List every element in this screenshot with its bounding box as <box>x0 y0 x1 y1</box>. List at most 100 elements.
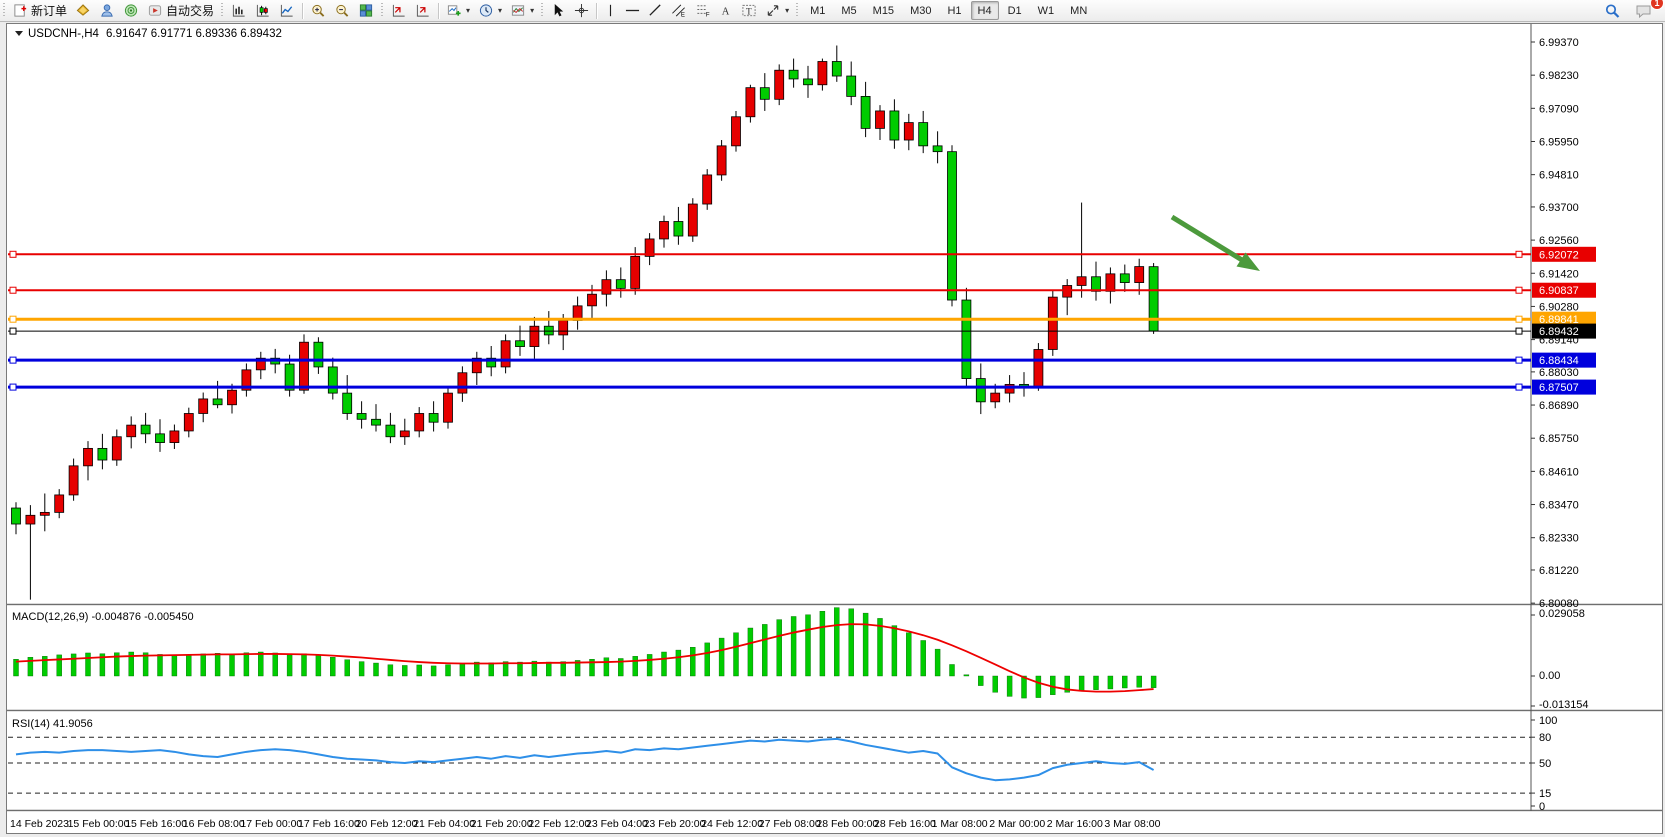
chat-button[interactable]: 1 <box>1631 0 1664 20</box>
templates-button[interactable]: ▾ <box>506 1 538 20</box>
timeframe-button-M30[interactable]: M30 <box>910 4 932 17</box>
text-label-button[interactable]: T <box>737 1 761 20</box>
timeframe-button-D1[interactable]: D1 <box>1007 4 1022 17</box>
zoom-out-button[interactable] <box>330 1 354 20</box>
vertical-line-button[interactable] <box>600 1 621 20</box>
periods-clock-icon <box>479 4 493 17</box>
candle-body <box>702 174 713 205</box>
text-icon: A <box>722 6 730 17</box>
bar-chart-button[interactable] <box>227 1 251 20</box>
time-axis-label: 28 Feb 16:00 <box>874 818 936 830</box>
new-order-button[interactable]: 新订单 <box>9 1 71 20</box>
indicator-window-shift-button[interactable] <box>411 1 435 20</box>
fibonacci-button[interactable]: F <box>691 1 715 20</box>
timeframe-button-H4[interactable]: H4 <box>970 1 999 20</box>
macd-histogram-bar <box>934 648 941 677</box>
macd-histogram-bar <box>358 661 365 677</box>
candle-body <box>788 69 799 80</box>
level-handle-left[interactable] <box>9 327 17 335</box>
crosshair-icon <box>575 3 589 18</box>
candle-body <box>255 357 266 371</box>
price-tick-label: 6.95950 <box>1539 136 1579 148</box>
macd-histogram-bar <box>1021 675 1027 699</box>
arrows-button[interactable]: ▾ <box>761 1 793 20</box>
periods-clock-button[interactable]: ▾ <box>474 1 506 20</box>
candle-body <box>947 151 957 301</box>
timeframe-button-MN[interactable]: MN <box>1070 4 1088 17</box>
candle-body <box>11 507 21 525</box>
candle-body <box>169 430 180 443</box>
candle-body <box>716 145 727 176</box>
horizontal-line-button[interactable] <box>621 1 644 20</box>
level-handle-right[interactable] <box>1515 250 1523 258</box>
macd-histogram-bar <box>387 664 394 677</box>
add-indicator-button[interactable]: ▾ <box>442 1 474 20</box>
crosshair-button[interactable] <box>570 1 593 20</box>
text-button[interactable]: A <box>715 1 737 20</box>
price-level-label: 6.87507 <box>1539 382 1579 394</box>
macd-histogram-bar <box>618 658 624 677</box>
level-handle-right[interactable] <box>1515 383 1523 391</box>
macd-histogram-bar <box>661 651 667 677</box>
price-level-label-box <box>1532 282 1596 298</box>
macd-histogram-bar <box>1050 675 1056 695</box>
level-handle-left[interactable] <box>9 286 17 294</box>
dropdown-caret-icon: ▾ <box>785 6 790 15</box>
price-tick-label: 6.93700 <box>1539 202 1579 214</box>
macd-histogram-bar <box>1107 675 1114 690</box>
timeframe-button-M5[interactable]: M5 <box>841 4 857 17</box>
macd-histogram-bar <box>85 652 91 677</box>
cursor-button[interactable] <box>547 1 570 20</box>
level-handle-right[interactable] <box>1515 286 1523 294</box>
level-handle-left[interactable] <box>9 315 17 323</box>
macd-histogram-bar <box>301 653 307 677</box>
equidistant-channel-button[interactable]: E <box>667 1 691 20</box>
symbol-collapse-icon[interactable] <box>15 31 23 36</box>
dropdown-caret-icon: ▾ <box>530 6 535 15</box>
candle-body <box>1091 276 1101 292</box>
timeframe-button-M15[interactable]: M15 <box>872 4 895 17</box>
line-chart-button[interactable] <box>275 1 299 20</box>
candlestick-chart-button[interactable] <box>251 1 275 20</box>
price-level-label-box <box>1532 246 1596 262</box>
rsi-scale-label: 15 <box>1539 788 1551 800</box>
candle-body <box>457 372 468 394</box>
macd-histogram-bar <box>805 614 811 677</box>
level-handle-left[interactable] <box>9 250 17 258</box>
signals-button[interactable] <box>119 1 143 20</box>
time-axis-label: 17 Feb 16:00 <box>298 818 360 830</box>
timeframe-button-H1[interactable]: H1 <box>947 4 962 17</box>
macd-histogram-bar <box>848 608 854 677</box>
macd-histogram-bar <box>1035 675 1042 698</box>
search-button[interactable] <box>1600 1 1625 20</box>
profile-button[interactable] <box>95 1 119 20</box>
candle-body <box>918 122 929 147</box>
trend-arrow-annotation[interactable] <box>1170 214 1244 263</box>
level-handle-right[interactable] <box>1515 315 1523 323</box>
seal-button[interactable] <box>71 1 95 20</box>
macd-histogram-bar <box>229 653 235 677</box>
level-handle-left[interactable] <box>9 356 17 364</box>
candle-body <box>687 203 698 237</box>
level-handle-right[interactable] <box>1515 356 1523 364</box>
macd-histogram-bar <box>171 655 178 677</box>
trendline-button[interactable] <box>644 1 667 20</box>
candle-body <box>371 418 381 426</box>
macd-histogram-bar <box>1136 675 1142 688</box>
candle-body <box>471 357 482 374</box>
tile-windows-button[interactable] <box>354 1 378 20</box>
level-handle-right[interactable] <box>1515 327 1523 335</box>
macd-histogram-bar <box>42 656 48 677</box>
macd-histogram-bar <box>99 653 106 677</box>
timeframe-button-M1[interactable]: M1 <box>810 4 826 17</box>
indicator-window-button[interactable] <box>387 1 411 20</box>
timeframe-button-W1[interactable]: W1 <box>1037 4 1055 17</box>
level-handle-left[interactable] <box>9 383 17 391</box>
price-level-label: 6.92072 <box>1539 249 1579 261</box>
auto-trading-button[interactable]: 自动交易 <box>143 1 218 20</box>
macd-histogram-bar <box>1064 675 1070 693</box>
zoom-in-button[interactable] <box>306 1 330 20</box>
candle-series <box>11 45 1159 600</box>
new-order-label: 新订单 <box>31 4 68 18</box>
